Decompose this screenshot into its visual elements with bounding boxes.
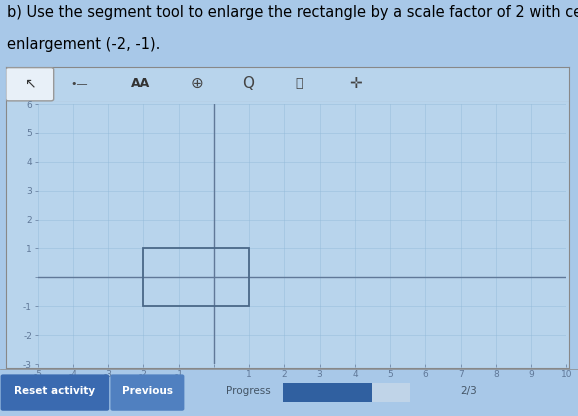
Text: Q: Q [242, 76, 254, 91]
Bar [283, 384, 372, 402]
Text: •—: •— [71, 79, 88, 89]
Text: Reset activity: Reset activity [14, 386, 95, 396]
Text: Previous: Previous [122, 386, 173, 396]
Bar [143, 248, 249, 306]
Text: 🗑: 🗑 [295, 77, 302, 90]
FancyBboxPatch shape [6, 68, 54, 101]
FancyBboxPatch shape [110, 374, 184, 411]
Text: ✛: ✛ [349, 76, 362, 91]
Text: ⊕: ⊕ [191, 76, 204, 91]
FancyBboxPatch shape [1, 374, 109, 411]
Text: Progress: Progress [226, 386, 271, 396]
Text: enlargement (-2, -1).: enlargement (-2, -1). [7, 37, 160, 52]
Text: AA: AA [131, 77, 151, 90]
Text: 2/3: 2/3 [460, 386, 476, 396]
Text: ↖: ↖ [24, 77, 35, 91]
Bar [283, 384, 410, 402]
Text: b) Use the segment tool to enlarge the rectangle by a scale factor of 2 with cen: b) Use the segment tool to enlarge the r… [7, 5, 578, 20]
